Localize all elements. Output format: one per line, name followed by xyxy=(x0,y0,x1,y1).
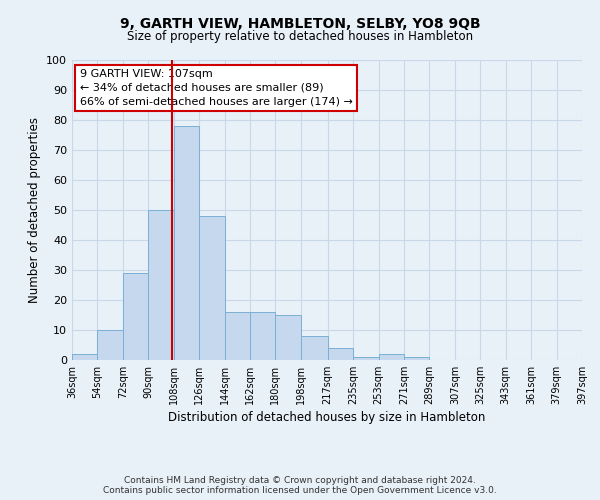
Bar xyxy=(224,312,250,360)
Bar xyxy=(148,210,174,360)
Bar xyxy=(301,336,328,360)
Bar xyxy=(379,354,404,360)
Bar xyxy=(72,354,97,360)
Bar xyxy=(174,126,199,360)
Bar xyxy=(353,357,379,360)
Text: Contains public sector information licensed under the Open Government Licence v3: Contains public sector information licen… xyxy=(103,486,497,495)
Text: 9, GARTH VIEW, HAMBLETON, SELBY, YO8 9QB: 9, GARTH VIEW, HAMBLETON, SELBY, YO8 9QB xyxy=(119,18,481,32)
Bar xyxy=(328,348,353,360)
Bar xyxy=(404,357,430,360)
Bar xyxy=(199,216,224,360)
Y-axis label: Number of detached properties: Number of detached properties xyxy=(28,117,41,303)
Bar xyxy=(123,273,148,360)
Text: Contains HM Land Registry data © Crown copyright and database right 2024.: Contains HM Land Registry data © Crown c… xyxy=(124,476,476,485)
X-axis label: Distribution of detached houses by size in Hambleton: Distribution of detached houses by size … xyxy=(169,411,485,424)
Text: Size of property relative to detached houses in Hambleton: Size of property relative to detached ho… xyxy=(127,30,473,43)
Bar xyxy=(275,315,301,360)
Bar xyxy=(250,312,275,360)
Text: 9 GARTH VIEW: 107sqm
← 34% of detached houses are smaller (89)
66% of semi-detac: 9 GARTH VIEW: 107sqm ← 34% of detached h… xyxy=(80,69,353,107)
Bar xyxy=(97,330,123,360)
